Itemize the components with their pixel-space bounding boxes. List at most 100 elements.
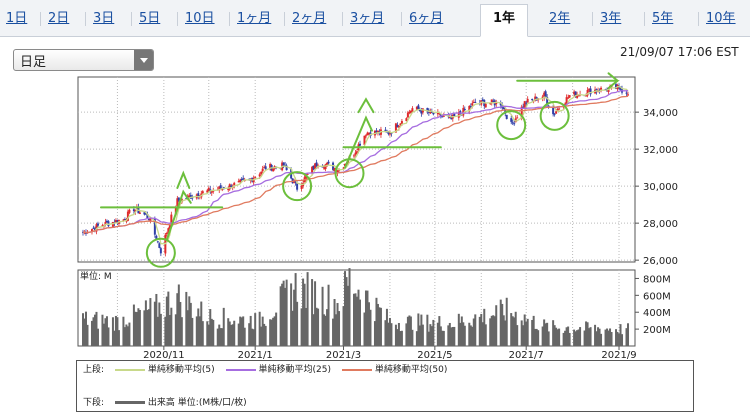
- volume-bar: [293, 289, 296, 346]
- candle-body: [436, 112, 439, 115]
- volume-bar: [242, 316, 245, 346]
- volume-bar: [535, 328, 538, 346]
- candle-body: [111, 222, 114, 227]
- candle-body: [463, 108, 466, 110]
- candle-body: [312, 165, 315, 170]
- volume-bar: [460, 316, 463, 346]
- tab-11[interactable]: 3年: [600, 11, 622, 26]
- tab-separator: [592, 12, 593, 26]
- volume-bar: [627, 323, 629, 346]
- tab-4[interactable]: 10日: [185, 11, 215, 26]
- volume-bar: [409, 316, 412, 346]
- volume-bar: [594, 324, 597, 346]
- volume-bar: [216, 328, 219, 346]
- volume-bar: [260, 326, 263, 346]
- chevron-down-icon[interactable]: [134, 50, 153, 70]
- candle-body: [523, 101, 526, 108]
- tab-2[interactable]: 3日: [93, 11, 115, 26]
- price-tick-label-2: 30,000: [643, 182, 678, 193]
- volume-bar: [82, 313, 84, 346]
- volume-bar: [222, 307, 225, 346]
- tab-13[interactable]: 10年: [706, 11, 736, 26]
- volume-bar: [375, 297, 378, 346]
- volume-bar: [261, 316, 264, 346]
- candle-body: [260, 171, 263, 175]
- volume-bar: [101, 314, 104, 346]
- volume-bar: [387, 322, 390, 346]
- candle-body: [114, 220, 117, 224]
- volume-bar: [546, 322, 549, 346]
- volume-bar: [264, 325, 267, 346]
- volume-bar: [430, 326, 433, 346]
- candle-body: [615, 84, 618, 90]
- candle-body: [296, 183, 299, 190]
- volume-bar: [589, 327, 592, 346]
- tab-6[interactable]: 2ヶ月: [292, 11, 327, 26]
- candle-body: [269, 163, 272, 170]
- volume-bar: [583, 330, 586, 346]
- candle-body: [552, 107, 555, 115]
- volume-tick-label-2: 400M: [643, 308, 671, 319]
- volume-bar: [396, 329, 399, 346]
- tab-separator: [401, 12, 402, 26]
- tab-9[interactable]: 1年: [480, 4, 528, 37]
- volume-bar: [249, 315, 252, 346]
- volume-bar: [574, 331, 577, 346]
- candle-body: [355, 151, 358, 154]
- tab-12[interactable]: 5年: [652, 11, 674, 26]
- candle-body: [526, 98, 529, 103]
- candle-body: [165, 232, 168, 235]
- volume-bar: [179, 301, 182, 346]
- volume-bar: [357, 289, 360, 346]
- volume-bar: [598, 328, 601, 346]
- candle-body: [263, 167, 266, 169]
- volume-bar: [355, 296, 358, 346]
- volume-bar: [502, 315, 505, 346]
- volume-bar: [201, 321, 204, 346]
- volume-bar: [568, 332, 571, 346]
- candle-body: [254, 176, 257, 178]
- candle-body: [394, 123, 397, 133]
- tab-3[interactable]: 5日: [139, 11, 161, 26]
- period-select[interactable]: 日足: [13, 49, 154, 71]
- volume-bar: [472, 318, 475, 346]
- volume-bar: [275, 312, 278, 346]
- tab-1[interactable]: 2日: [48, 11, 70, 26]
- tab-7[interactable]: 3ヶ月: [350, 11, 385, 26]
- volume-bar: [279, 286, 282, 346]
- candle-body: [101, 225, 104, 227]
- candle-body: [323, 167, 326, 169]
- tab-8[interactable]: 6ヶ月: [409, 11, 444, 26]
- tab-0[interactable]: 1日: [6, 11, 28, 26]
- candle-body: [525, 102, 528, 104]
- volume-bar: [345, 277, 348, 346]
- candle-body: [201, 191, 204, 194]
- x-tick-label-4: 2021/7: [509, 350, 544, 361]
- volume-bar: [143, 310, 146, 346]
- volume-bar: [105, 316, 108, 346]
- volume-bar: [604, 329, 607, 346]
- volume-bar: [523, 314, 526, 346]
- candle-body: [197, 193, 200, 197]
- volume-bar: [426, 314, 429, 346]
- tab-separator: [342, 12, 343, 26]
- candle-body: [490, 99, 493, 103]
- tab-5[interactable]: 1ヶ月: [237, 11, 272, 26]
- tab-separator: [644, 12, 645, 26]
- legend-ma50-name: 単純移動平均(50): [374, 365, 448, 375]
- candle-body: [499, 102, 502, 106]
- volume-bar: [510, 313, 513, 346]
- volume-bar: [606, 328, 609, 346]
- annotation-arrowhead-1: [176, 170, 191, 189]
- tab-10[interactable]: 2年: [549, 11, 571, 26]
- volume-bar: [84, 311, 87, 346]
- volume-bar: [358, 299, 361, 346]
- volume-bar: [373, 321, 376, 346]
- volume-bar: [200, 301, 203, 346]
- candle-body: [606, 90, 609, 92]
- candle-body: [230, 185, 233, 189]
- volume-bar: [501, 303, 504, 346]
- volume-bar: [576, 330, 579, 346]
- candle-body: [462, 107, 465, 116]
- volume-bar: [294, 273, 297, 346]
